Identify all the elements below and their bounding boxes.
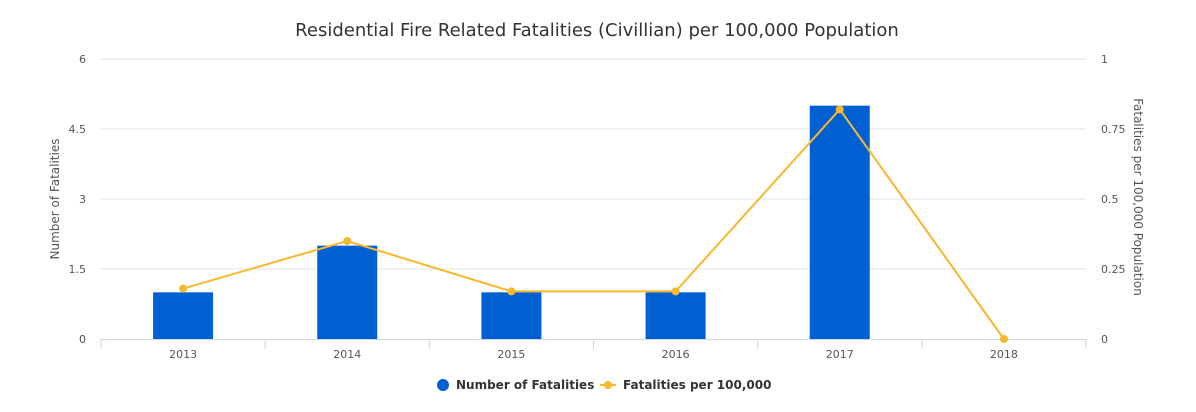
line-point[interactable] <box>999 335 1008 343</box>
bar-series <box>153 105 870 340</box>
y-right-tick-label: 1 <box>1101 53 1108 66</box>
line-point[interactable] <box>835 105 844 114</box>
line-point[interactable] <box>671 287 680 296</box>
line-path <box>182 107 1005 340</box>
y-right-tick-label: 0.75 <box>1101 123 1126 136</box>
line-point[interactable] <box>179 284 188 293</box>
y-right-tick-label: 0.5 <box>1101 193 1119 206</box>
legend-line-label: Fatalities per 100,000 <box>623 378 771 392</box>
legend-item-line[interactable]: Fatalities per 100,000 <box>600 378 771 392</box>
y-left-tick-label: 3 <box>79 193 86 206</box>
legend-item-bars[interactable]: Number of Fatalities <box>437 378 594 392</box>
axes: 0 1.5 3 4.5 6 0 0.25 0.5 0.75 1 2013 2014 2015 2016 20… <box>69 53 1126 361</box>
x-tick-label: 2015 <box>497 348 525 361</box>
y-right-tick-label: 0 <box>1101 333 1108 346</box>
chart-title: Residential Fire Related Fatalities (Civ… <box>295 20 899 41</box>
y-left-tick-label: 4.5 <box>69 123 87 136</box>
y-axis-right-title: Fatalities per 100,000 Population <box>1131 98 1145 296</box>
gridlines <box>101 58 1086 270</box>
x-tick-label: 2014 <box>333 348 361 361</box>
y-right-tick-label: 0.25 <box>1101 263 1126 276</box>
bar[interactable] <box>153 292 214 339</box>
y-left-tick-label: 6 <box>79 53 86 66</box>
x-tick-label: 2017 <box>826 348 854 361</box>
bar[interactable] <box>645 292 706 339</box>
line-series <box>179 105 1008 343</box>
legend-line-point <box>604 381 612 389</box>
line-point[interactable] <box>343 237 352 245</box>
y-left-tick-label: 1.5 <box>69 263 87 276</box>
legend-bar-label: Number of Fatalities <box>456 378 594 392</box>
bar[interactable] <box>481 292 542 339</box>
legend: Number of Fatalities Fatalities per 100,… <box>437 378 771 392</box>
bar[interactable] <box>809 105 870 340</box>
x-tick-label: 2018 <box>990 348 1018 361</box>
y-left-tick-label: 0 <box>79 333 86 346</box>
x-tick-label: 2016 <box>662 348 690 361</box>
line-point[interactable] <box>507 287 516 296</box>
x-tick-label: 2013 <box>169 348 197 361</box>
bar[interactable] <box>317 245 378 339</box>
legend-bar-marker <box>437 379 449 391</box>
y-axis-left-title: Number of Fatalities <box>48 139 62 260</box>
